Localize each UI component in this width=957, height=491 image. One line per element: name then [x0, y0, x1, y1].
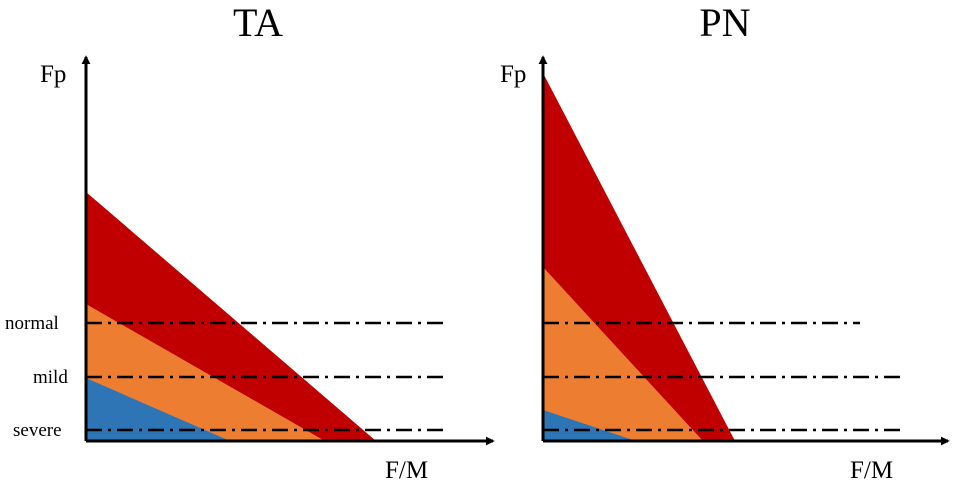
panel-title-ta: TA — [233, 0, 283, 45]
panel-pn: PN Fp F/M — [500, 0, 950, 484]
panel-title-pn: PN — [699, 0, 750, 45]
y-axis-label-pn: Fp — [500, 61, 526, 88]
region-blue-pn — [543, 410, 636, 441]
level-label-mild: mild — [33, 367, 68, 388]
x-axis-label-ta: F/M — [385, 457, 428, 484]
panel-ta: TA Fp F/M normal mild severe — [5, 0, 495, 484]
level-label-normal: normal — [5, 313, 59, 334]
x-axis-label-pn: F/M — [850, 457, 893, 484]
level-label-severe: severe — [13, 420, 62, 441]
region-blue-ta — [86, 378, 230, 441]
region-orange-pn — [543, 267, 703, 441]
y-axis-label-ta: Fp — [40, 61, 66, 88]
